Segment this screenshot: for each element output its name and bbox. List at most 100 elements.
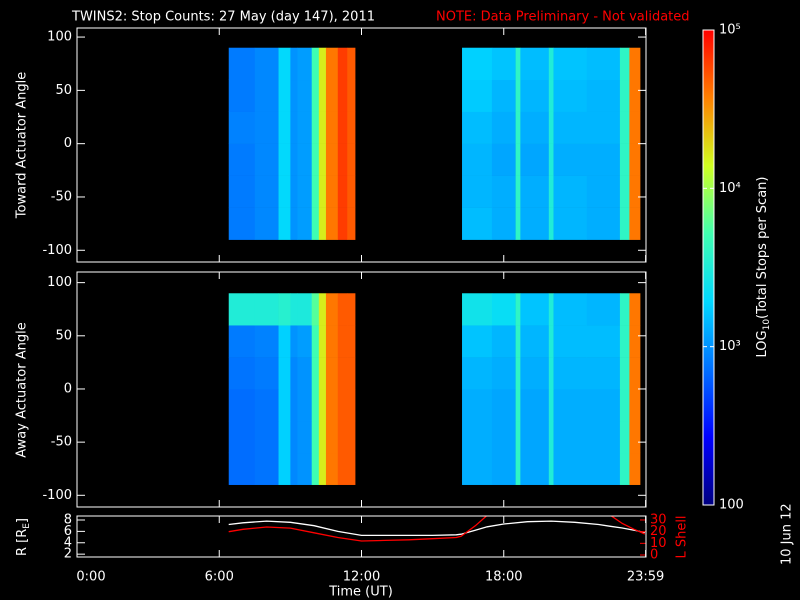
heatmap-cell [325, 388, 339, 422]
heatmap-cell [318, 420, 327, 454]
heatmap-cell [311, 111, 320, 144]
heatmap-cell [515, 325, 521, 358]
y2-tick-label: 20 [650, 524, 667, 539]
heatmap-cell [297, 79, 313, 112]
heatmap-cell [318, 47, 327, 81]
heatmap-cell [520, 325, 550, 358]
heatmap-cell [254, 175, 279, 208]
heatmap-cell [290, 143, 298, 176]
heatmap-cell [491, 111, 516, 144]
heatmap-cell [290, 293, 298, 326]
heatmap-cell [520, 143, 550, 176]
heatmap-cell [311, 143, 320, 176]
series-line [228, 516, 646, 542]
x-tick-label: 12:00 [343, 570, 380, 585]
heatmap-cell [548, 79, 554, 112]
heatmap-cell [462, 207, 493, 240]
heatmap-cell [586, 143, 621, 176]
heatmap-cell [347, 325, 356, 358]
heatmap-cell [548, 47, 554, 81]
heatmap-cell [337, 207, 348, 240]
heatmap-cell [311, 325, 320, 358]
heatmap-cell [297, 325, 313, 358]
heatmap-cell [462, 325, 493, 358]
heatmap-cell [228, 452, 256, 485]
heatmap-cell [520, 207, 550, 240]
heatmap-cell [629, 325, 641, 358]
label-part: R [R [15, 529, 30, 556]
heatmap-cell [325, 325, 339, 358]
heatmap-cell [629, 420, 641, 454]
heatmap-cell [311, 388, 320, 422]
heatmap-cell [347, 111, 356, 144]
heatmap-cell [318, 111, 327, 144]
lines [228, 516, 646, 542]
heatmap-cell [290, 79, 298, 112]
heatmap-cell [619, 175, 630, 208]
colorbar [702, 29, 715, 506]
heatmap-cell [491, 79, 516, 112]
heatmap-cell [462, 47, 493, 81]
heatmap-cell [311, 357, 320, 390]
heatmap-cell [629, 175, 641, 208]
heatmap-cell [290, 325, 298, 358]
heatmap-cell [586, 420, 621, 454]
heatmap-cell [318, 357, 327, 390]
heatmap-cell [278, 47, 291, 81]
heatmap-cell [318, 388, 327, 422]
heatmap-cell [548, 175, 554, 208]
label-part: ] [15, 518, 30, 523]
heatmap-cell [491, 357, 516, 390]
heatmap-cell [491, 175, 516, 208]
heatmap-cell [515, 143, 521, 176]
y-tick-label: 50 [55, 328, 72, 343]
heatmap-cell [254, 452, 279, 485]
heatmap-cell [619, 293, 630, 326]
heatmap-cell [462, 143, 493, 176]
heatmap-cell [347, 452, 356, 485]
heatmap-cell [325, 175, 339, 208]
heatmap-cell [278, 111, 291, 144]
heatmap-cell [462, 420, 493, 454]
heatmap-cell [290, 420, 298, 454]
heatmap-cell [290, 47, 298, 81]
heatmap-cell [515, 357, 521, 390]
heatmap-cell [553, 293, 588, 326]
heatmap-cell [553, 420, 588, 454]
y-tick-label: 8 [64, 512, 72, 527]
heatmap-cell [347, 293, 356, 326]
heatmap-cell [347, 47, 356, 81]
y-tick-label: 6 [64, 524, 72, 539]
heatmap-cell [318, 143, 327, 176]
heatmap-cell [520, 175, 550, 208]
heatmap-cell [548, 143, 554, 176]
heatmap-cell [619, 357, 630, 390]
heatmap-cell [515, 452, 521, 485]
heatmap-cell [311, 420, 320, 454]
y-tick-label: 2 [64, 547, 72, 562]
heatmap-cell [553, 47, 588, 81]
heatmap-cell [515, 111, 521, 144]
heatmap-cell [548, 420, 554, 454]
heatmap-cell [629, 47, 641, 81]
x-tick-label: 0:00 [76, 570, 105, 585]
heatmap-cell [491, 47, 516, 81]
heatmap-cell [311, 175, 320, 208]
heatmap-cell [297, 207, 313, 240]
heatmap-cell [515, 420, 521, 454]
y2-tick-label: 10 [650, 536, 667, 551]
heatmap-cell [491, 207, 516, 240]
heatmap-cell [586, 357, 621, 390]
heatmap-cell [311, 79, 320, 112]
heatmap-cell [228, 293, 256, 326]
heatmap-cell [325, 420, 339, 454]
heatmap-cell [548, 207, 554, 240]
heatmap-cell [278, 357, 291, 390]
heatmap-cell [586, 325, 621, 358]
heatmap-cell [318, 452, 327, 485]
heatmap-cell [337, 357, 348, 390]
heatmap-cell [629, 452, 641, 485]
heatmap-cell [553, 452, 588, 485]
